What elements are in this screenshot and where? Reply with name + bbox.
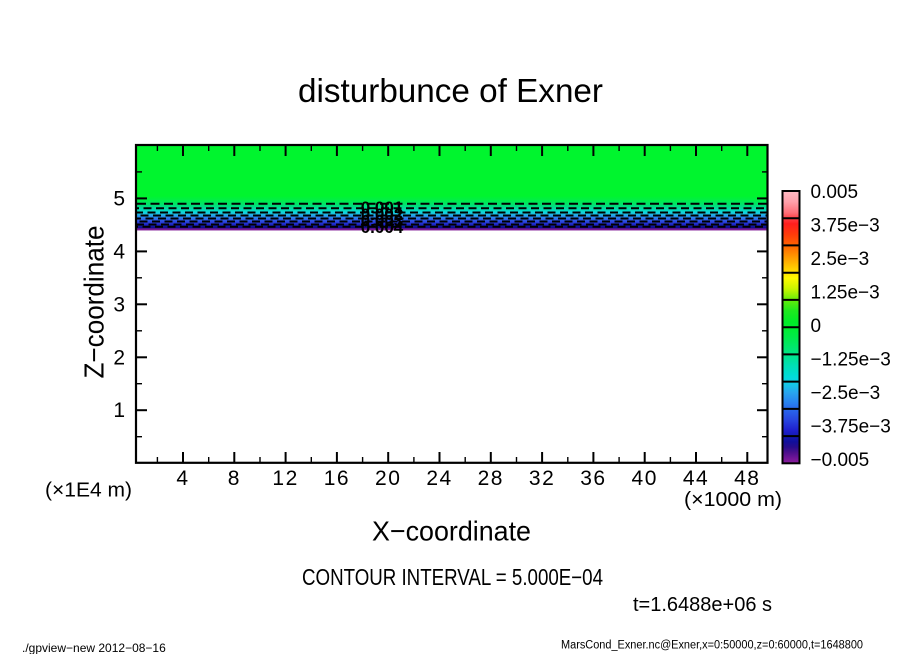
svg-text:48: 48	[734, 467, 760, 490]
svg-text:0: 0	[811, 316, 822, 337]
svg-text:(×1000 m): (×1000 m)	[684, 489, 782, 511]
svg-text:−2.5e−3: −2.5e−3	[811, 383, 881, 404]
svg-text:44: 44	[683, 467, 709, 490]
svg-text:2: 2	[113, 346, 125, 369]
svg-text:(×1E4 m): (×1E4 m)	[45, 480, 132, 502]
svg-text:12: 12	[272, 467, 298, 490]
svg-text:CONTOUR INTERVAL = 5.000E−04: CONTOUR INTERVAL = 5.000E−04	[302, 564, 603, 590]
svg-text:8: 8	[228, 467, 241, 490]
svg-text:t=1.6488e+06 s: t=1.6488e+06 s	[633, 594, 772, 616]
svg-text:32: 32	[529, 467, 555, 490]
svg-text:0.003: 0.003	[361, 211, 404, 230]
svg-text:1.25e−3: 1.25e−3	[811, 283, 880, 304]
svg-text:2.5e−3: 2.5e−3	[811, 249, 870, 270]
svg-text:0.005: 0.005	[811, 182, 859, 203]
svg-text:3: 3	[113, 293, 125, 316]
svg-text:disturbunce of Exner: disturbunce of Exner	[298, 72, 603, 109]
svg-text:28: 28	[478, 467, 504, 490]
svg-text:4: 4	[113, 240, 125, 263]
svg-text:0.001: 0.001	[361, 198, 404, 217]
svg-text:X−coordinate: X−coordinate	[372, 516, 531, 547]
svg-text:1: 1	[113, 399, 125, 422]
svg-text:40: 40	[632, 467, 658, 490]
svg-text:./gpview−new 2012−08−16: ./gpview−new 2012−08−16	[22, 641, 166, 654]
svg-text:−1.25e−3: −1.25e−3	[811, 350, 891, 371]
svg-text:16: 16	[324, 467, 350, 490]
svg-text:5: 5	[113, 187, 125, 210]
svg-text:0.002: 0.002	[361, 205, 404, 224]
svg-text:Z−coordinate: Z−coordinate	[79, 226, 110, 379]
svg-text:0.004: 0.004	[361, 218, 404, 237]
svg-text:−0.005: −0.005	[811, 450, 870, 471]
svg-text:24: 24	[426, 467, 452, 490]
svg-text:3.75e−3: 3.75e−3	[811, 216, 880, 237]
svg-text:36: 36	[580, 467, 606, 490]
svg-text:20: 20	[375, 467, 401, 490]
svg-text:4: 4	[176, 467, 189, 490]
svg-text:MarsCond_Exner.nc@Exner,x=0:50: MarsCond_Exner.nc@Exner,x=0:50000,z=0:60…	[561, 640, 863, 652]
svg-text:−3.75e−3: −3.75e−3	[811, 417, 891, 438]
